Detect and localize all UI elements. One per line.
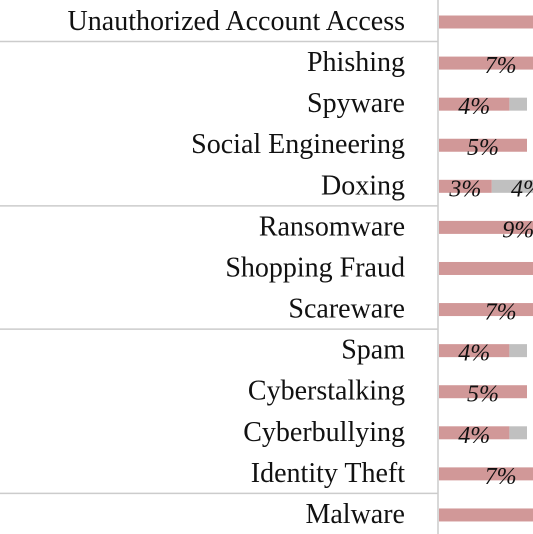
bar-malware-series-1 [439,508,533,522]
category-label-shopping-fraud: Shopping Fraud [225,252,405,283]
bar-scareware-series-1 [439,303,533,317]
bar-shopping-fraud-series-1 [439,261,533,275]
category-label-spyware: Spyware [307,88,405,119]
value-label-phishing-series-1: 7% [485,53,517,79]
category-label-social-engineering: Social Engineering [191,129,405,160]
value-label-scareware-series-1: 7% [485,300,517,326]
bar-ransomware-series-1 [439,220,533,234]
bar-cyberstalking-series-1 [439,385,527,399]
category-label-unauthorized-account-access: Unauthorized Account Access [68,6,405,37]
value-label-cyberbullying-series-1: 4% [458,423,490,449]
value-label-social-engineering-series-1: 5% [467,135,499,161]
value-label-spam-series-1: 4% [458,341,490,367]
bar-spyware-series-1 [439,97,510,111]
category-label-cyberstalking: Cyberstalking [248,376,405,407]
bar-cyberbullying-series-1 [439,426,510,440]
value-label-ransomware-series-1: 9% [502,217,533,243]
bar-doxing-series-1 [439,179,492,193]
bar-cyberbullying-series-2 [509,426,527,440]
bar-social-engineering-series-1 [439,138,527,152]
bar-spam-series-2 [509,344,527,358]
category-label-phishing: Phishing [307,47,405,78]
value-label-cyberstalking-series-1: 5% [467,382,499,408]
value-label-spyware-series-1: 4% [458,94,490,120]
value-label-doxing-series-1: 3% [448,176,481,202]
bar-doxing-series-2 [491,179,533,193]
category-label-doxing: Doxing [321,170,405,201]
value-label-doxing-series-2: 4% [511,176,533,202]
category-label-scareware: Scareware [288,294,405,325]
category-label-identity-theft: Identity Theft [251,458,405,489]
category-label-malware: Malware [305,499,405,530]
value-labels: 7% 4% 5% 3% 4% 9% 7% 4% 5% 4% 7% [448,53,533,490]
bar-phishing-series-1 [439,56,533,70]
group-separators [0,40,438,495]
bar-spam-series-1 [439,344,510,358]
value-label-identity-theft-series-1: 7% [485,464,517,490]
bars [439,15,533,522]
category-label-cyberbullying: Cyberbullying [243,417,405,448]
category-label-spam: Spam [341,335,405,366]
category-label-ransomware: Ransomware [259,211,405,242]
bar-spyware-series-2 [509,97,527,111]
bar-unauthorized-account-access-series-1 [439,15,533,29]
bar-identity-theft-series-1 [439,467,533,481]
category-labels: Unauthorized Account Access Phishing Spywa… [68,6,406,530]
